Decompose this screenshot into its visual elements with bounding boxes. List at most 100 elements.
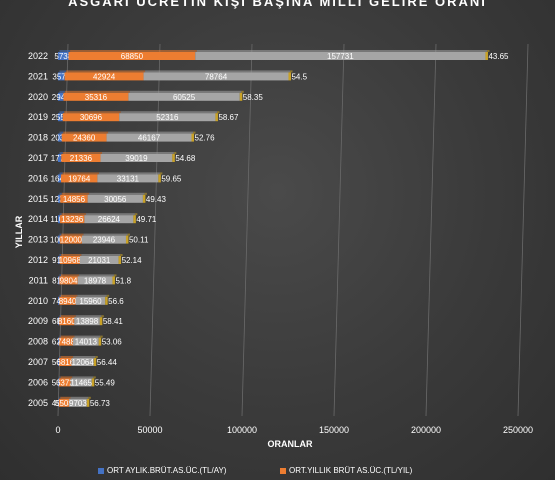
y-tick-label: 2021	[28, 71, 48, 81]
bar-segment	[143, 72, 289, 81]
bar-segment	[74, 317, 100, 326]
bar-segment	[58, 358, 60, 366]
bar-segment	[70, 378, 92, 387]
gridline	[333, 43, 345, 417]
data-label: 568	[52, 358, 66, 367]
data-label: 78764	[205, 72, 228, 81]
data-label: 23946	[93, 236, 116, 245]
data-label: 7488	[57, 338, 75, 347]
data-label: 19764	[68, 174, 91, 183]
bar-segment-depth	[59, 315, 61, 318]
bar-segment-depth	[102, 152, 174, 154]
bar-segment-depth	[66, 70, 146, 73]
data-label: 14856	[63, 195, 86, 204]
data-label: 30056	[104, 195, 127, 204]
bar-segment-depth	[85, 213, 135, 216]
bar-segment	[58, 378, 71, 387]
data-label: 459	[52, 399, 66, 408]
bar-segment	[58, 378, 59, 387]
data-label: 531	[52, 378, 66, 387]
bar-segment	[128, 92, 240, 101]
bar-segment-depth	[59, 152, 63, 154]
bar-segment-depth	[241, 90, 244, 93]
bar-segment	[58, 92, 64, 101]
y-tick-label: 2009	[28, 316, 48, 326]
data-label: 8940	[59, 297, 77, 306]
data-label: 15960	[79, 297, 102, 306]
bar-segment	[172, 154, 175, 162]
data-label: 745	[52, 297, 66, 306]
bar-segment-depth	[95, 356, 98, 358]
bar-segment	[58, 72, 65, 81]
bar-segment	[485, 52, 488, 60]
data-label: 18978	[84, 276, 107, 285]
data-label: 24360	[73, 134, 96, 143]
legend-item-monthly: ORT AYLIK.BRÜT.AS.ÜC.(TL/AY)	[98, 466, 226, 475]
bar-segment	[133, 215, 136, 224]
bar-segment	[58, 235, 60, 244]
gridline	[241, 43, 253, 417]
bar-segment	[58, 256, 60, 264]
y-tick-label: 2006	[28, 377, 48, 387]
gridline	[425, 43, 437, 417]
data-label: 14013	[75, 338, 98, 347]
bar-segment-depth	[79, 274, 114, 277]
bar-segment	[68, 52, 196, 60]
data-label: 21336	[70, 154, 93, 163]
bar-segment-depth	[173, 152, 177, 154]
bar-segment-depth	[61, 233, 84, 236]
bar-segment-depth	[70, 396, 89, 399]
bar-segment	[58, 276, 60, 285]
bar-segment-depth	[64, 111, 121, 114]
data-label: 9804	[60, 276, 78, 285]
y-tick-label: 2016	[28, 173, 48, 183]
data-label: 815	[52, 276, 66, 285]
bar-segment-depth	[88, 396, 91, 399]
data-label: 5738	[54, 52, 72, 61]
data-label: 1647	[51, 174, 69, 183]
bar-segment	[59, 358, 72, 366]
bar-segment-depth	[59, 376, 61, 379]
bar-segment	[59, 296, 76, 305]
data-label: 54.68	[175, 154, 196, 163]
bar-segment-depth	[59, 294, 61, 297]
bar-segment	[288, 72, 291, 81]
bar-segment	[81, 235, 126, 244]
bar-segment	[105, 296, 108, 305]
data-label: 8160	[58, 317, 76, 326]
y-tick-label: 2014	[28, 214, 48, 224]
bar-segment	[58, 317, 60, 326]
data-label: 30696	[80, 113, 103, 122]
bar-segment-depth	[59, 131, 64, 134]
bar-segment-depth	[216, 111, 220, 114]
bar-segment	[61, 174, 98, 183]
bar-segment	[58, 174, 62, 183]
bar-segment-depth	[73, 356, 96, 358]
bar-segment	[112, 276, 115, 285]
bar-segment	[68, 398, 87, 407]
x-tick-label: 100000	[227, 425, 257, 435]
bar-segment-depth	[145, 70, 290, 73]
data-label: 56.6	[108, 297, 124, 306]
legend-item-yearly: ORT.YILLIK BRÜT AS.ÜC.(TL/YIL)	[280, 466, 412, 475]
data-label: 42924	[93, 72, 116, 81]
bar-segment	[71, 358, 94, 366]
bar-segment-depth	[61, 213, 86, 216]
bar-segment-depth	[74, 335, 101, 338]
legend-swatch-monthly	[98, 467, 104, 474]
data-label: 68850	[121, 52, 144, 61]
data-label: 56.44	[97, 358, 118, 367]
bar-segment-depth	[159, 172, 163, 175]
bar-segment	[77, 276, 113, 285]
data-label: 53.06	[102, 338, 123, 347]
data-label: 2030	[51, 134, 69, 143]
bar-segment-depth	[60, 294, 78, 297]
bar-segment-depth	[108, 131, 194, 134]
bar-segment-depth	[59, 70, 67, 73]
bar-segment-depth	[106, 294, 110, 297]
bar-segment	[59, 317, 75, 326]
bar-segment-depth	[120, 111, 217, 114]
gridline	[149, 43, 161, 417]
bar-segment-depth	[63, 131, 109, 134]
bar-segment	[100, 154, 173, 162]
